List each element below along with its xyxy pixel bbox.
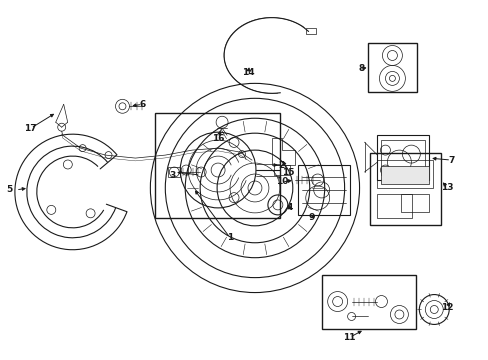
Text: 7: 7: [447, 156, 453, 165]
Text: 6: 6: [139, 100, 145, 109]
Text: 1: 1: [226, 233, 233, 242]
Bar: [377, 160, 432, 188]
Text: 5: 5: [6, 185, 12, 194]
Text: 9: 9: [308, 213, 314, 222]
Bar: [297, 165, 349, 215]
Text: 8: 8: [358, 64, 364, 73]
Text: 17: 17: [24, 124, 37, 133]
Bar: [273, 165, 289, 175]
Text: 14: 14: [241, 68, 254, 77]
Text: 13: 13: [440, 184, 452, 193]
Bar: [305, 28, 315, 35]
Bar: [401, 194, 428, 212]
Text: 4: 4: [286, 203, 292, 212]
Text: 10: 10: [275, 177, 287, 186]
Text: 15: 15: [281, 167, 293, 176]
Text: 16: 16: [211, 134, 224, 143]
Bar: [168, 167, 180, 177]
Bar: [381, 166, 428, 184]
Text: 3: 3: [169, 171, 175, 180]
Bar: [321, 275, 415, 329]
Text: 11: 11: [343, 333, 355, 342]
Bar: [377, 135, 428, 180]
Text: 2: 2: [278, 161, 285, 170]
Bar: [381, 140, 425, 175]
Text: 12: 12: [440, 303, 452, 312]
Bar: [377, 194, 411, 218]
Bar: [367, 42, 416, 92]
Bar: [369, 153, 440, 225]
Bar: [155, 113, 279, 218]
